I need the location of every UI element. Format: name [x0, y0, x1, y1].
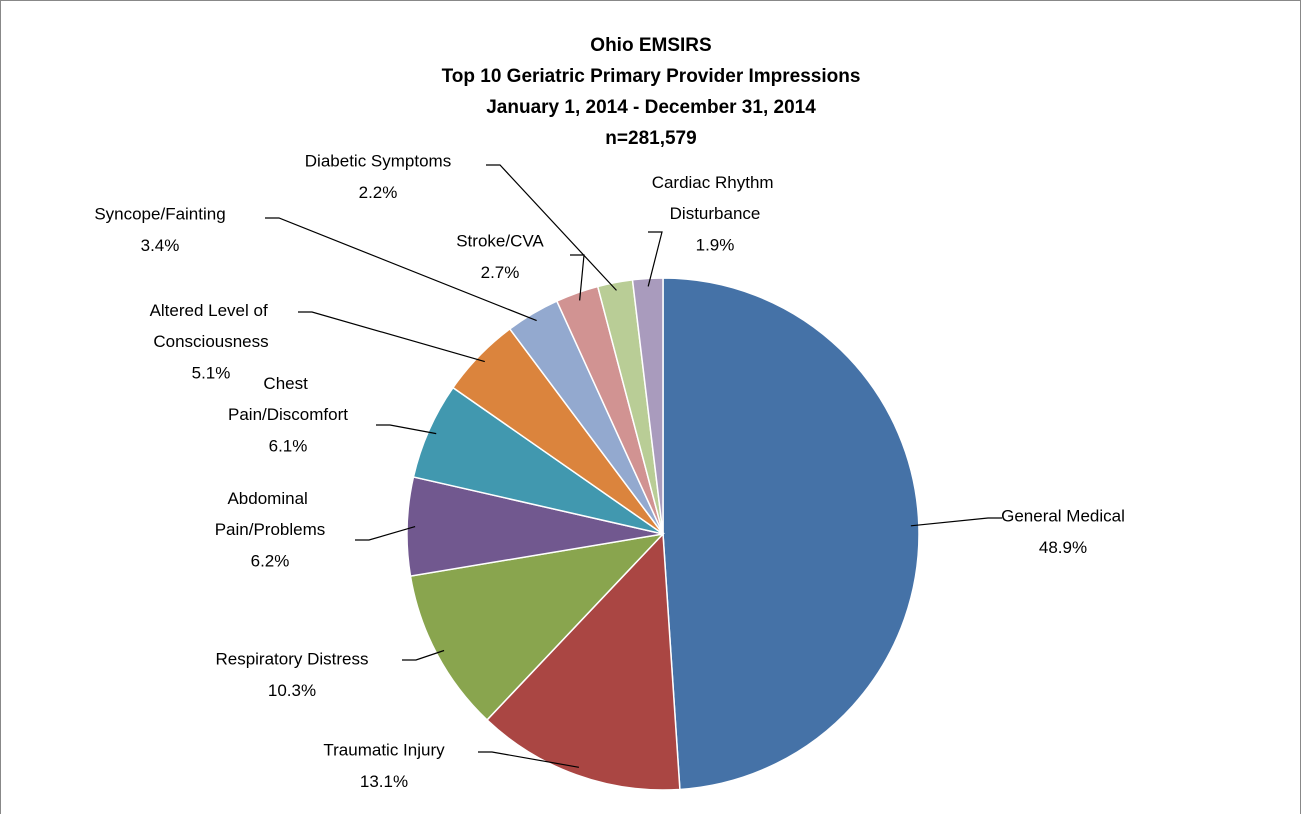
slice-label: General Medical	[1001, 507, 1125, 526]
slice-label: Cardiac Rhythm Disturbance	[652, 173, 779, 223]
label-line: General Medical	[1001, 507, 1125, 526]
label-line: Altered Level of	[150, 301, 273, 320]
label-line: Pain/Problems	[215, 520, 326, 539]
slice-label: Chest Pain/Discomfort	[228, 374, 348, 424]
slice-label: Altered Level of Consciousness	[150, 301, 273, 351]
value-label: 10.3%	[268, 681, 316, 700]
slice-label: Traumatic Injury	[323, 741, 445, 760]
leader-line	[376, 424, 437, 435]
value-label: 2.2%	[359, 183, 398, 202]
slice-label: Diabetic Symptoms	[305, 152, 451, 171]
leader-line	[298, 311, 485, 363]
value-label: 48.9%	[1039, 538, 1087, 557]
leader-line	[355, 526, 416, 541]
value-label: 3.4%	[141, 236, 180, 255]
label-line: Diabetic Symptoms	[305, 152, 451, 171]
pie-slice	[485, 532, 681, 791]
value-label: 6.2%	[251, 551, 290, 570]
value-label: 2.7%	[481, 263, 520, 282]
leader-line	[910, 517, 1002, 527]
label-line: Consciousness	[153, 332, 268, 351]
leader-line	[402, 649, 445, 661]
leader-line	[647, 231, 663, 287]
label-line: Chest	[263, 374, 312, 393]
value-label: 6.1%	[269, 436, 308, 455]
value-label: 13.1%	[360, 772, 408, 791]
label-line: Stroke/CVA	[456, 232, 544, 251]
pie-slice	[409, 532, 666, 721]
label-line: Abdominal	[227, 489, 312, 508]
value-label: 1.9%	[696, 235, 735, 254]
slice-label: Stroke/CVA	[456, 232, 544, 251]
label-line: Respiratory Distress	[215, 650, 368, 669]
leader-line	[265, 217, 537, 322]
label-line: Syncope/Fainting	[94, 205, 225, 224]
label-line: Traumatic Injury	[323, 741, 445, 760]
slice-label: Abdominal Pain/Problems	[215, 489, 326, 539]
label-line: Pain/Discomfort	[228, 405, 348, 424]
value-label: 5.1%	[192, 363, 231, 382]
label-line: Cardiac Rhythm	[652, 173, 779, 192]
leader-line	[486, 164, 617, 291]
chart-title: January 1, 2014 - December 31, 2014	[486, 97, 816, 118]
slice-label: Respiratory Distress	[215, 650, 368, 669]
chart-title: Ohio EMSIRS	[590, 35, 711, 56]
pie-slice	[631, 277, 664, 535]
slice-label: Syncope/Fainting	[94, 205, 225, 224]
chart-title: Top 10 Geriatric Primary Provider Impres…	[442, 66, 861, 87]
chart-title: n=281,579	[605, 128, 696, 149]
label-line: Disturbance	[670, 204, 761, 223]
leader-line	[478, 751, 580, 768]
